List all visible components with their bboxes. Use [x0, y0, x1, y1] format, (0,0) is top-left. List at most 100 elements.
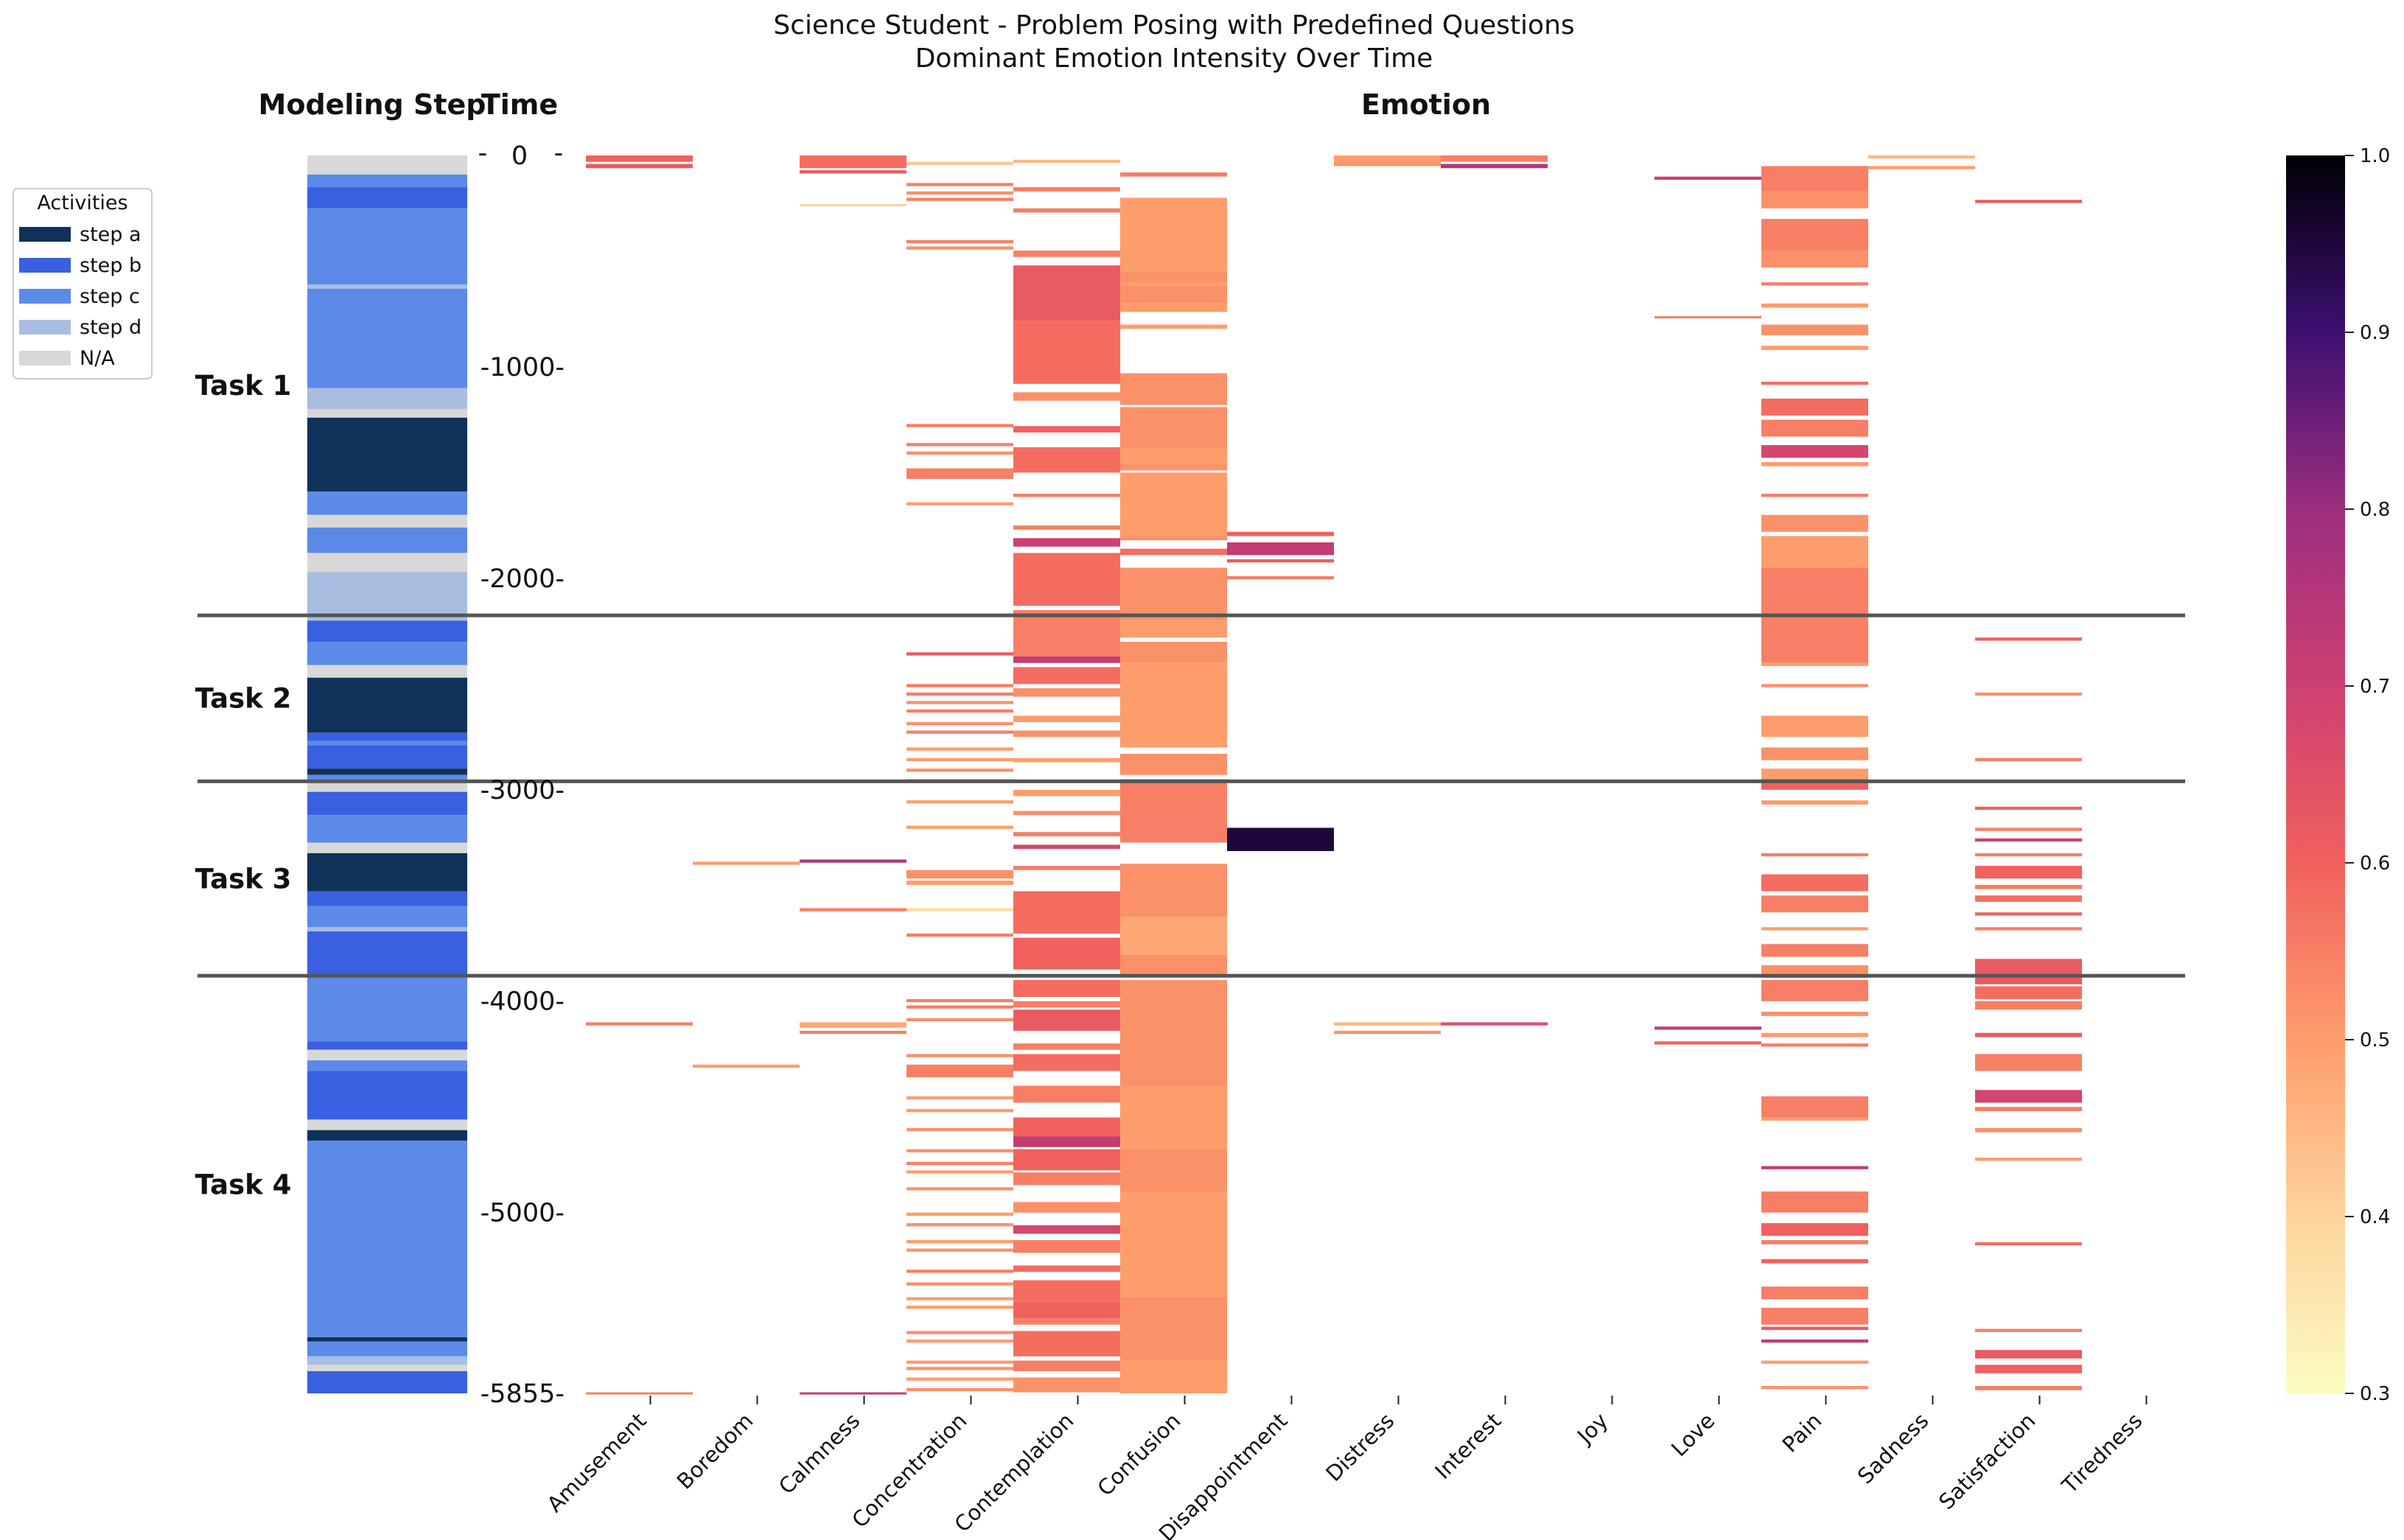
- modeling-step-segment: [307, 976, 467, 1042]
- emotion-cell: [1013, 187, 1120, 192]
- emotion-cell: [1761, 536, 1868, 568]
- chart-subtitle: Dominant Emotion Intensity Over Time: [915, 43, 1433, 74]
- emotion-cell: [906, 1223, 1013, 1227]
- emotion-cell: [1761, 494, 1868, 497]
- legend-label: step a: [80, 223, 141, 246]
- legend-label: step d: [80, 316, 141, 339]
- legend-label: step c: [80, 285, 140, 308]
- emotion-cell: [1013, 1331, 1120, 1357]
- legend-label: step b: [80, 254, 141, 277]
- emotion-cell: [1441, 155, 1548, 162]
- colorbar-gradient: [2286, 155, 2345, 1393]
- emotion-cell: [1975, 1385, 2082, 1390]
- emotion-cell: [1761, 1326, 1868, 1330]
- emotion-cell: [906, 1212, 1013, 1216]
- emotion-cell: [1013, 1136, 1120, 1147]
- emotion-cell: [1013, 447, 1120, 473]
- emotion-cell: [906, 1282, 1013, 1286]
- emotion-cell: [1761, 346, 1868, 350]
- y-tick-label: -4000-: [481, 987, 565, 1017]
- modeling-step-segment: [307, 417, 467, 492]
- modeling-step-segment: [307, 781, 467, 792]
- modeling-step-segment: [307, 1365, 467, 1371]
- emotion-cell: [1013, 1239, 1120, 1253]
- emotion-cell: [1761, 191, 1868, 209]
- modeling-step-segment: [307, 842, 467, 853]
- emotion-header: Emotion: [1361, 88, 1491, 121]
- emotion-cell: [906, 424, 1013, 427]
- modeling-step-segment: [307, 1337, 467, 1342]
- emotion-cell: [693, 861, 800, 865]
- emotion-cell: [800, 203, 906, 206]
- task-boundaries: Task 1 Task 2 Task 3 Task 4: [195, 370, 2185, 1201]
- task-label: Task 3: [195, 863, 292, 895]
- emotion-cell: [906, 709, 1013, 713]
- emotion-cell: [1761, 303, 1868, 308]
- emotion-cell: [1120, 662, 1227, 748]
- modeling-step-header: Modeling Step: [259, 88, 486, 121]
- emotion-cell: [1655, 1041, 1761, 1045]
- emotion-cell: [1761, 1307, 1868, 1325]
- colorbar-tick-label: 0.8: [2360, 499, 2390, 521]
- task-label: Task 2: [195, 683, 292, 715]
- modeling-step-segment: [307, 853, 467, 892]
- emotion-cell: [1013, 1117, 1120, 1139]
- emotion-cell: [1761, 398, 1868, 416]
- modeling-step-segment: [307, 620, 467, 642]
- legend-swatch: [19, 289, 71, 304]
- colorbar-tick-label: 0.9: [2360, 322, 2390, 344]
- modeling-step-segment: [307, 1371, 467, 1393]
- emotion-cell: [586, 155, 693, 162]
- emotion-cell: [1120, 1297, 1227, 1361]
- emotion-cell: [1975, 927, 2082, 931]
- legend-swatch: [19, 351, 71, 365]
- emotion-cell: [800, 1030, 906, 1035]
- modeling-step-segment: [307, 927, 467, 932]
- emotion-cell: [1655, 176, 1761, 180]
- modeling-step-segment: [307, 187, 467, 209]
- modeling-step-segment: [307, 409, 467, 418]
- emotion-cell: [1975, 959, 2082, 984]
- legend-swatch: [19, 320, 71, 335]
- emotion-cell: [1013, 844, 1120, 850]
- emotion-cell: [906, 502, 1013, 505]
- emotion-cell: [1227, 542, 1334, 556]
- modeling-step-segment: [307, 288, 467, 388]
- emotion-cell: [1013, 811, 1120, 816]
- emotion-cell: [1013, 937, 1120, 970]
- emotion-cell: [1761, 620, 1868, 663]
- emotion-cell: [1013, 866, 1120, 870]
- emotion-cell: [1975, 1158, 2082, 1161]
- chart-title: Science Student - Problem Posing with Pr…: [773, 10, 1574, 41]
- emotion-cell: [1761, 1166, 1868, 1169]
- emotion-cell: [906, 998, 1013, 1003]
- emotion-cell: [906, 1149, 1013, 1152]
- emotion-cell: [906, 933, 1013, 937]
- emotion-cell: [1975, 1365, 2082, 1373]
- emotion-cell: [1013, 1280, 1120, 1302]
- emotion-cell: [1120, 954, 1227, 976]
- emotion-cell: [1013, 320, 1120, 384]
- emotion-cell: [1761, 747, 1868, 760]
- emotion-cell: [1120, 373, 1227, 405]
- emotion-cell: [693, 1064, 800, 1068]
- emotion-cell: [906, 769, 1013, 772]
- emotion-cell: [906, 1018, 1013, 1021]
- emotion-cell: [1013, 494, 1120, 497]
- emotion-cell: [1013, 159, 1120, 164]
- emotion-cell: [1975, 806, 2082, 811]
- emotion-cell: [906, 800, 1013, 804]
- emotion-cell: [1975, 912, 2082, 916]
- modeling-step-segment: [307, 931, 467, 976]
- colorbar: 0.3 0.4 0.5 0.6 0.7 0.8 0.9 1.0: [2286, 145, 2390, 1405]
- emotion-cell: [1761, 382, 1868, 385]
- emotion-cell: [1013, 426, 1120, 433]
- emotion-cell: [906, 1360, 1013, 1364]
- emotion-cell: [1761, 251, 1868, 268]
- emotion-cell: [906, 197, 1013, 201]
- emotion-cell: [1120, 324, 1227, 329]
- emotion-cell: [1120, 536, 1227, 541]
- y-tick-label: -3000-: [481, 776, 565, 805]
- emotion-cell: [906, 1096, 1013, 1100]
- emotion-cell: [1013, 538, 1120, 547]
